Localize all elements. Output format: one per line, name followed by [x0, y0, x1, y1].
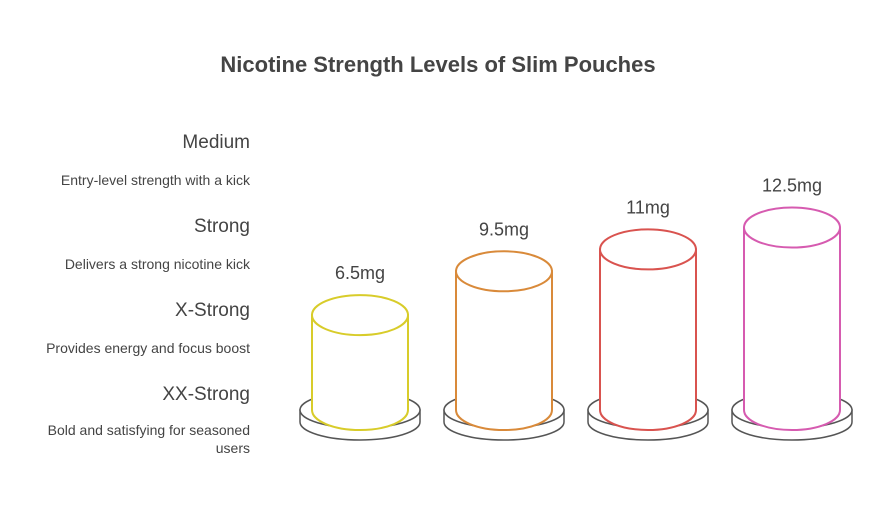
cylinder-top — [311, 294, 409, 337]
cylinder-top — [743, 206, 841, 249]
cylinder-top — [599, 228, 697, 271]
cylinder-top — [455, 250, 553, 293]
value-label: 11mg — [626, 197, 670, 217]
level-name: XX-Strong — [162, 384, 250, 405]
cylinder — [599, 248, 697, 431]
value-label: 9.5mg — [479, 219, 529, 239]
cylinder — [455, 270, 553, 431]
level-description: Entry-level strength with a kick — [60, 172, 250, 188]
chart-title: Nicotine Strength Levels of Slim Pouches — [220, 52, 656, 77]
level-name: Medium — [182, 132, 250, 153]
level-name: X-Strong — [175, 300, 250, 321]
level-description: Bold and satisfying for seasoned users — [47, 422, 250, 456]
level-description: Provides energy and focus boost — [46, 340, 250, 356]
cylinder — [743, 226, 841, 431]
value-label: 12.5mg — [762, 176, 822, 196]
value-label: 6.5mg — [335, 263, 385, 283]
level-description: Delivers a strong nicotine kick — [64, 256, 250, 272]
level-name: Strong — [194, 216, 250, 237]
cylinder — [311, 314, 409, 431]
